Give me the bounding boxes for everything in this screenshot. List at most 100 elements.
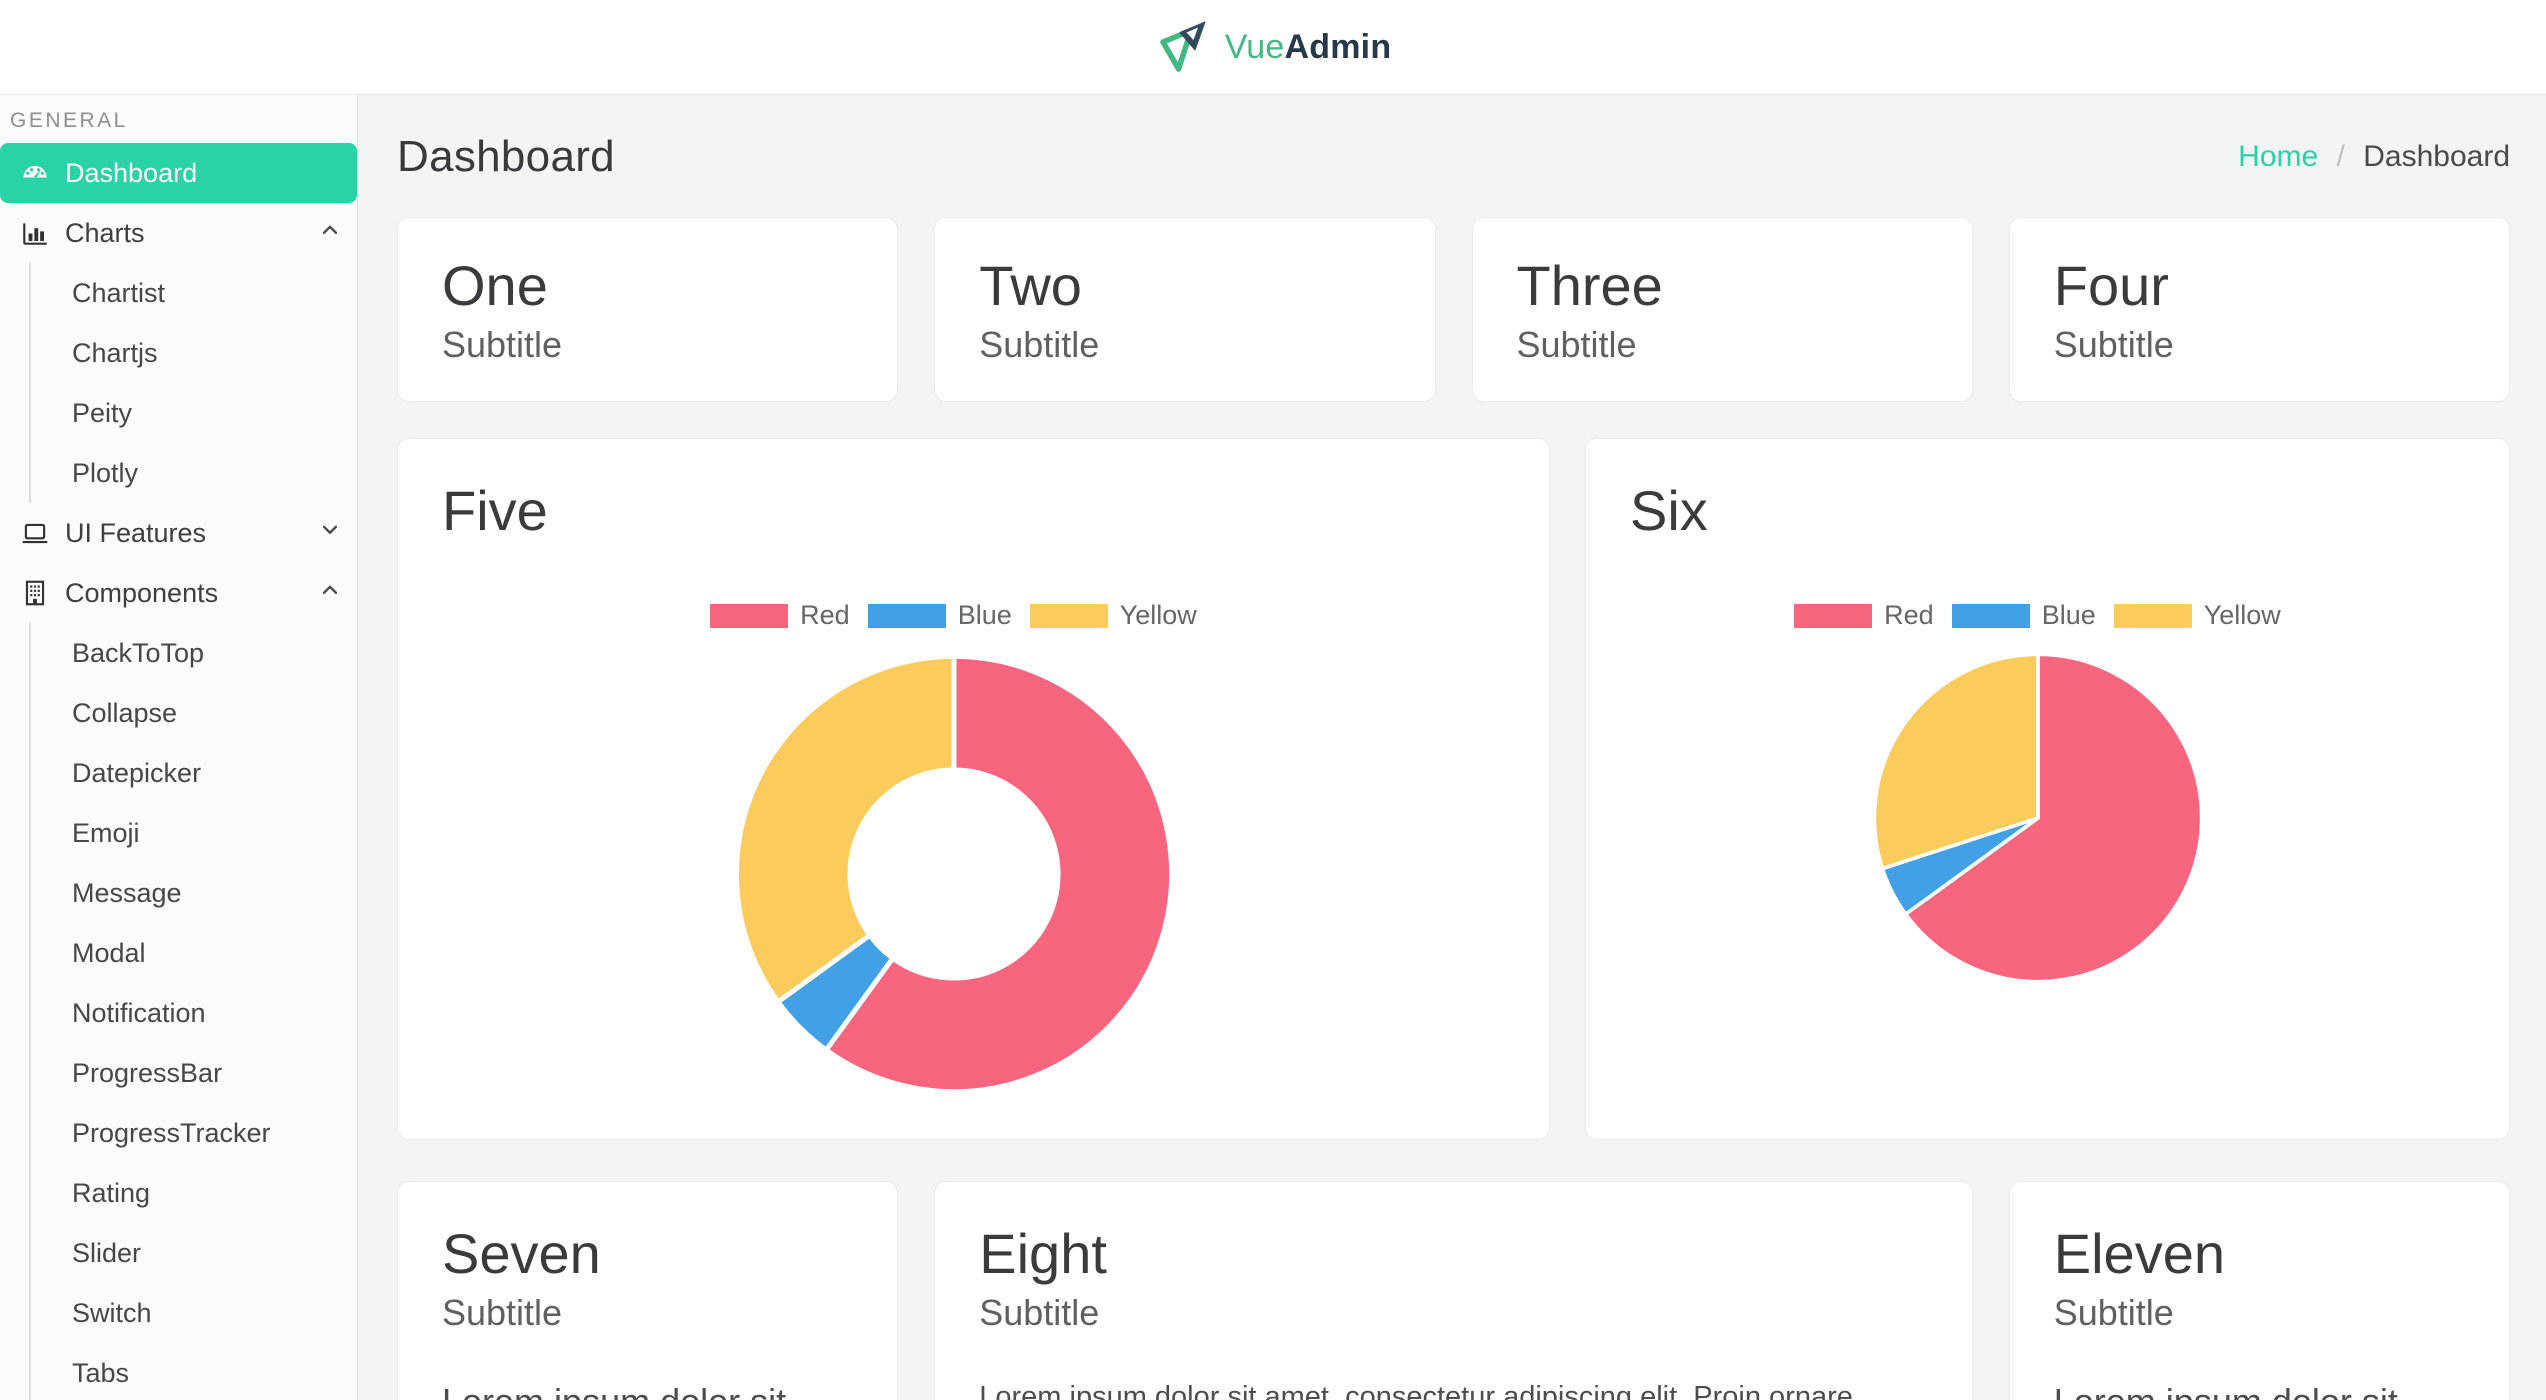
card-title: Eleven <box>2053 1222 2225 1285</box>
page-title: Dashboard <box>397 132 615 181</box>
sidebar-subitem-tabs[interactable]: Tabs <box>72 1358 130 1388</box>
chart-legend: Red Blue Yellow <box>398 600 1529 631</box>
sidebar-subitem-peity[interactable]: Peity <box>72 398 133 428</box>
legend-item-blue[interactable]: Blue <box>867 600 1012 631</box>
card-subtitle: Subtitle <box>979 324 1100 366</box>
legend-swatch <box>867 603 946 628</box>
gauge-icon <box>20 158 50 188</box>
card-subtitle: Subtitle <box>979 1292 1100 1334</box>
card-title: Eight <box>979 1222 1107 1285</box>
sidebar-item-dashboard[interactable]: Dashboard <box>0 143 357 203</box>
legend-swatch <box>710 603 789 628</box>
chevron-up-icon <box>317 217 343 250</box>
brand-logo[interactable]: VueAdmin <box>1155 19 1392 75</box>
legend-label: Yellow <box>1119 600 1197 630</box>
card-body-text: Lorem ipsum dolor sit amet, <box>442 1377 853 1400</box>
chart-card-row: Five Red Blue Yellow <box>397 438 2510 1140</box>
sidebar-subitem-emoji[interactable]: Emoji <box>72 818 140 848</box>
legend-label: Yellow <box>2203 600 2281 630</box>
chevron-down-icon <box>317 517 343 550</box>
card-title: Six <box>1630 479 1708 542</box>
building-icon <box>20 578 50 608</box>
stat-card-row: One Subtitle Two Subtitle Three Subtitle… <box>397 217 2510 402</box>
card-title: Three <box>1516 254 1663 317</box>
card-subtitle: Subtitle <box>442 1292 563 1334</box>
sidebar: GENERAL Dashboard <box>0 95 358 1400</box>
text-card-row: Seven Subtitle Lorem ipsum dolor sit ame… <box>397 1181 2510 1400</box>
card-title: Two <box>979 254 1082 317</box>
page-head: Dashboard Home / Dashboard <box>397 131 2510 183</box>
card-title: Five <box>442 479 548 542</box>
card-three: Three Subtitle <box>1471 217 1973 402</box>
brand-suffix: Admin <box>1284 27 1392 66</box>
legend-item-blue[interactable]: Blue <box>1951 600 2096 631</box>
sidebar-subitem-switch[interactable]: Switch <box>72 1298 152 1328</box>
doughnut-chart <box>732 652 1176 1096</box>
legend-item-red[interactable]: Red <box>1794 600 1934 631</box>
legend-swatch <box>2113 603 2192 628</box>
card-two: Two Subtitle <box>934 217 1436 402</box>
sidebar-subitem-plotly[interactable]: Plotly <box>72 458 139 488</box>
card-body-text: Lorem ipsum dolor sit amet <box>2054 1377 2465 1400</box>
card-five: Five Red Blue Yellow <box>397 438 1550 1140</box>
card-seven: Seven Subtitle Lorem ipsum dolor sit ame… <box>397 1181 899 1400</box>
sidebar-subitem-chartjs[interactable]: Chartjs <box>72 338 158 368</box>
sidebar-subitem-modal[interactable]: Modal <box>72 938 146 968</box>
legend-item-yellow[interactable]: Yellow <box>2113 600 2281 631</box>
sidebar-subitem-notification[interactable]: Notification <box>72 998 206 1028</box>
sidebar-item-components[interactable]: Components <box>0 563 357 623</box>
sidebar-item-label: Dashboard <box>65 157 198 188</box>
brand-text: VueAdmin <box>1225 28 1392 67</box>
card-title: Four <box>2053 254 2169 317</box>
sidebar-subitem-datepicker[interactable]: Datepicker <box>72 758 202 788</box>
sidebar-subitem-collapse[interactable]: Collapse <box>72 698 178 728</box>
sidebar-item-label: UI Features <box>65 517 207 548</box>
charts-submenu: Chartist Chartjs Peity Plotly <box>29 263 357 503</box>
card-eight: Eight Subtitle Lorem ipsum dolor sit ame… <box>934 1181 1973 1400</box>
components-submenu: BackToTop Collapse Datepicker Emoji Mess… <box>29 623 357 1400</box>
card-subtitle: Subtitle <box>2053 324 2174 366</box>
sidebar-subitem-chartist[interactable]: Chartist <box>72 278 166 308</box>
legend-swatch <box>1029 603 1108 628</box>
bar-chart-icon <box>20 218 50 248</box>
sidebar-item-label: Charts <box>65 217 145 248</box>
sidebar-subitem-message[interactable]: Message <box>72 878 182 908</box>
sidebar-item-label: Components <box>65 577 219 608</box>
sidebar-nav: Dashboard Charts Chartist Chartjs Peity <box>0 143 357 1400</box>
breadcrumb-home-link[interactable]: Home <box>2238 140 2319 173</box>
card-title: Seven <box>442 1222 601 1285</box>
legend-item-yellow[interactable]: Yellow <box>1029 600 1197 631</box>
legend-swatch <box>1951 603 2030 628</box>
sidebar-item-charts[interactable]: Charts <box>0 203 357 263</box>
breadcrumb-current: Dashboard <box>2363 140 2510 173</box>
sidebar-subitem-rating[interactable]: Rating <box>72 1178 151 1208</box>
brand-prefix: Vue <box>1224 27 1285 66</box>
card-eleven: Eleven Subtitle Lorem ipsum dolor sit am… <box>2008 1181 2510 1400</box>
legend-label: Red <box>800 600 850 630</box>
sidebar-subitem-progresstracker[interactable]: ProgressTracker <box>72 1118 271 1148</box>
legend-label: Blue <box>957 600 1012 630</box>
sidebar-subitem-backtotop[interactable]: BackToTop <box>72 638 205 668</box>
sidebar-subitem-slider[interactable]: Slider <box>72 1238 142 1268</box>
card-subtitle: Subtitle <box>1516 324 1637 366</box>
chart-legend: Red Blue Yellow <box>1586 600 2499 631</box>
card-subtitle: Subtitle <box>2053 1292 2174 1334</box>
card-one: One Subtitle <box>397 217 899 402</box>
laptop-icon <box>20 518 50 548</box>
app-header: VueAdmin <box>0 0 2546 95</box>
sidebar-subitem-progressbar[interactable]: ProgressBar <box>72 1058 223 1088</box>
vue-logo-icon <box>1159 21 1206 72</box>
legend-label: Red <box>1884 600 1934 630</box>
card-four: Four Subtitle <box>2008 217 2510 402</box>
sidebar-item-ui-features[interactable]: UI Features <box>0 503 357 563</box>
legend-swatch <box>1794 603 1873 628</box>
chevron-up-icon <box>317 577 343 610</box>
breadcrumb: Home / Dashboard <box>2238 140 2510 174</box>
card-subtitle: Subtitle <box>442 324 563 366</box>
sidebar-section-label: GENERAL <box>10 109 128 132</box>
pie-chart <box>1871 651 2205 985</box>
card-six: Six Red Blue Yellow <box>1585 438 2510 1140</box>
card-body-text: Lorem ipsum dolor sit amet, consectetur … <box>979 1380 1853 1400</box>
legend-item-red[interactable]: Red <box>710 600 850 631</box>
legend-label: Blue <box>2041 600 2096 630</box>
